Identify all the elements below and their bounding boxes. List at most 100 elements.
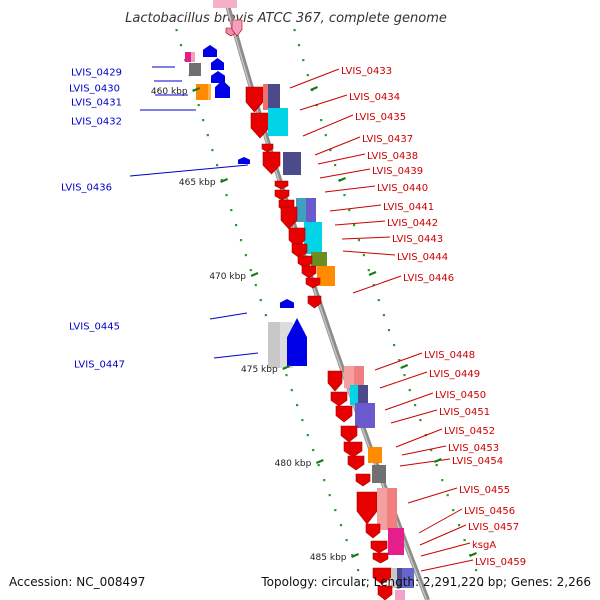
track-dot: [353, 224, 356, 227]
misc-feature-box: [358, 385, 368, 405]
track-dot: [414, 404, 417, 407]
reverse-label-leader-line: [319, 168, 371, 179]
kbp-tick: [368, 270, 377, 277]
kbp-tick: [250, 271, 259, 278]
forward-gene-label: LVIS_0447: [74, 360, 125, 371]
reverse-gene-label: LVIS_0449: [429, 369, 480, 380]
track-dot: [225, 194, 228, 197]
misc-feature-box: [391, 568, 397, 588]
forward-cds-arrow: [238, 157, 250, 164]
gene-labels: LVIS_0429 LVIS_0430 LVIS_0431 LVIS_0432 LVIS…: [61, 66, 526, 572]
reverse-cds-arrow: [335, 405, 353, 423]
forward-cds-arrow: [211, 58, 224, 70]
kbp-tick: [338, 176, 346, 183]
accession-text: Accession: NC_008497: [9, 575, 145, 589]
cut-off-box: [213, 0, 237, 8]
reverse-label-leader-line: [302, 114, 354, 137]
misc-feature-box: [296, 198, 306, 222]
track-dot: [435, 464, 438, 467]
track-dot: [408, 389, 411, 392]
track-dot: [285, 374, 288, 377]
track-dot: [480, 584, 483, 587]
misc-feature-box: [368, 447, 382, 463]
forward-gene-label: LVIS_0430: [69, 84, 120, 95]
forward-gene-label: LVIS_0445: [69, 322, 120, 333]
misc-feature-box: [354, 366, 364, 388]
track-dot: [296, 404, 299, 407]
misc-feature-box: [344, 366, 354, 388]
reverse-label-leader-line: [352, 275, 402, 294]
kbp-label: 475 kbp: [241, 365, 278, 375]
gene-features: [185, 0, 414, 600]
forward-cds-arrow: [287, 318, 307, 366]
reverse-cds-arrow: [343, 441, 363, 458]
reverse-gene-label: LVIS_0433: [341, 66, 392, 77]
reverse-cds-arrow: [231, 19, 243, 37]
reverse-gene-label: LVIS_0450: [435, 390, 486, 401]
kbp-label: 470 kbp: [209, 272, 246, 282]
reverse-gene-label: LVIS_0443: [392, 234, 443, 245]
forward-gene-label: LVIS_0431: [71, 98, 122, 109]
reverse-label-leader-line: [418, 508, 463, 534]
reverse-cds-arrow: [291, 243, 308, 259]
track-dot: [398, 359, 401, 362]
reverse-label-leader-line: [420, 559, 474, 572]
misc-feature-box: [372, 465, 386, 483]
reverse-cds-arrow: [307, 295, 322, 309]
reverse-label-leader-line: [420, 542, 471, 557]
track-dot: [362, 254, 365, 257]
reverse-cds-arrow: [340, 425, 358, 443]
track-dot: [293, 29, 296, 32]
kbp-tick: [351, 552, 359, 559]
track-dot: [328, 494, 331, 497]
misc-feature-box: [377, 488, 387, 530]
track-dot: [419, 419, 422, 422]
track-dot: [343, 194, 346, 197]
misc-feature-box: [191, 52, 195, 62]
kbp-tick: [400, 363, 409, 370]
reverse-gene-label: LVIS_0438: [367, 151, 418, 162]
kbp-tick: [282, 364, 291, 371]
misc-feature-box: [189, 63, 201, 76]
reverse-label-leader-line: [384, 392, 434, 411]
track-dot: [339, 524, 343, 527]
track-dot: [457, 524, 461, 527]
reverse-label-leader-line: [341, 236, 391, 240]
reverse-gene-label: LVIS_0454: [452, 456, 503, 467]
reverse-gene-label: LVIS_0455: [459, 485, 510, 496]
track-dot: [254, 284, 257, 287]
reverse-gene-label: LVIS_0439: [372, 166, 423, 177]
track-dot: [306, 74, 309, 77]
forward-cds-arrow: [211, 71, 225, 83]
reverse-gene-label: LVIS_0442: [387, 218, 438, 229]
track-dot: [206, 134, 209, 137]
track-dot: [197, 104, 200, 107]
kbp-tick: [469, 551, 477, 558]
reverse-cds-arrow: [261, 143, 274, 153]
track-dot: [239, 239, 243, 242]
track-dot: [211, 149, 214, 152]
kbp-markers: 460 kbp 465 kbp 470 kbp 475 kbp 480 kbp 485 k…: [151, 85, 477, 563]
reverse-cds-arrow: [377, 585, 393, 600]
reverse-gene-label: LVIS_0459: [475, 557, 526, 568]
track-dot: [216, 164, 219, 167]
track-dot: [264, 314, 267, 317]
reverse-cds-arrow: [372, 552, 389, 564]
forward-cds-arrow: [203, 45, 217, 57]
track-dot: [230, 209, 233, 212]
misc-feature-box: [306, 198, 316, 222]
reverse-gene-label: LVIS_0440: [377, 183, 428, 194]
forward-cds-arrow: [280, 299, 294, 308]
reverse-label-leader-line: [329, 204, 382, 212]
reverse-label-leader-line: [419, 524, 467, 546]
reverse-label-leader-line: [317, 153, 366, 165]
reverse-cds-arrow: [280, 206, 298, 230]
reverse-label-leader-line: [289, 68, 340, 89]
kbp-tick: [220, 177, 228, 184]
track-dot: [290, 389, 293, 392]
reverse-label-leader-line: [395, 428, 443, 448]
misc-feature-box: [196, 84, 208, 100]
track-dot: [357, 569, 360, 572]
track-dot: [317, 464, 320, 467]
